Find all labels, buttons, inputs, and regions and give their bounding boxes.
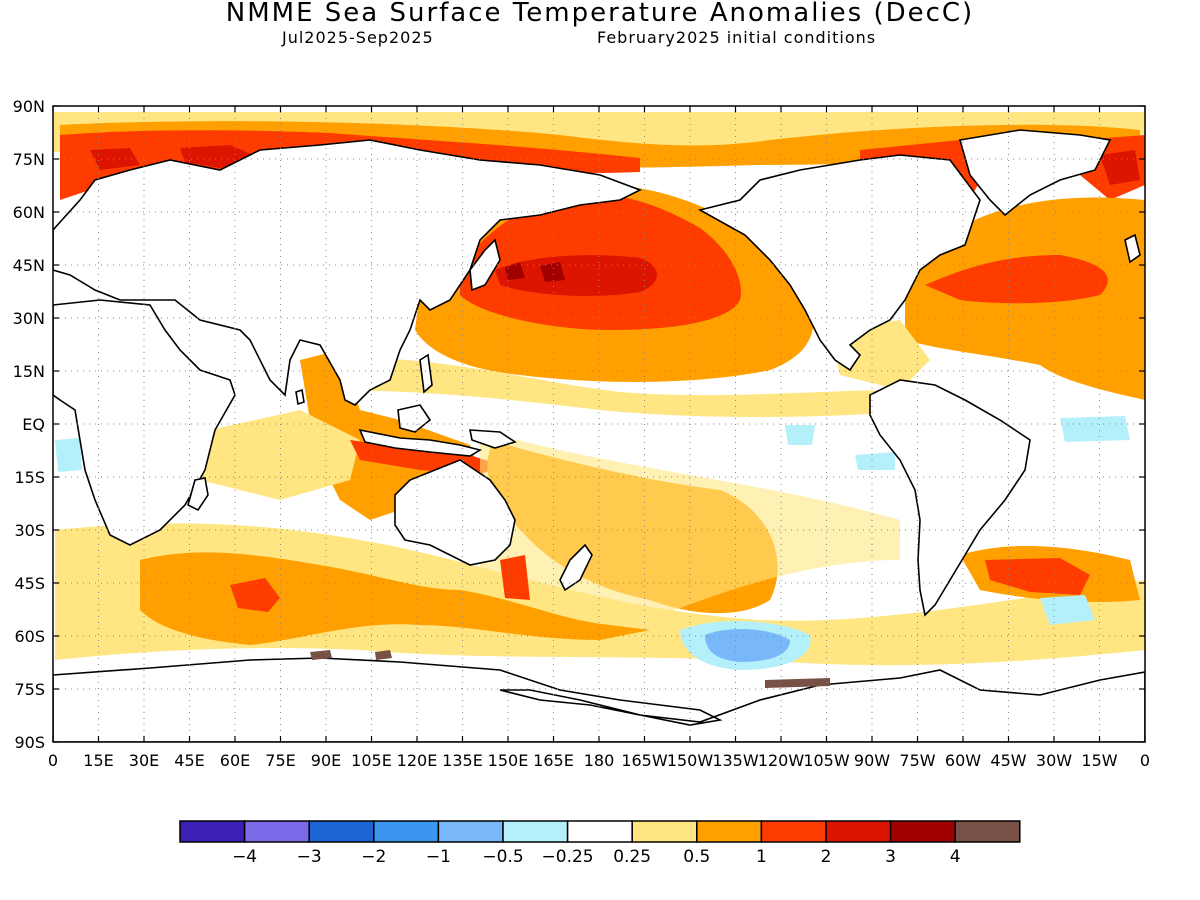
tasman-hot (500, 555, 530, 600)
lon-label: 15E (83, 751, 113, 770)
colorbar-label: 1 (756, 847, 767, 867)
colorbar-label: −2 (361, 847, 386, 867)
lon-label: 165W (621, 751, 668, 770)
lon-label: 30W (1036, 751, 1072, 770)
colorbar-labels: −4 −3 −2 −1 −0.5 −0.25 0.25 0.5 1 2 3 4 (232, 847, 961, 867)
colorbar-label: −4 (232, 847, 257, 867)
lon-label: 0 (1140, 751, 1150, 770)
lon-label: 45E (174, 751, 204, 770)
lon-label: 165E (533, 751, 574, 770)
latitude-axis: 90N 75N 60N 45N 30N 15N EQ 15S 30S 45S 60S 75S 90S (13, 97, 45, 752)
lon-label: 180 (584, 751, 615, 770)
lat-label: 60S (14, 627, 45, 646)
colorbar-swatch (761, 821, 826, 842)
colorbar-swatch (632, 821, 697, 842)
lon-label: 150E (488, 751, 529, 770)
lon-label: 90W (854, 751, 890, 770)
lon-label: 75W (899, 751, 935, 770)
lat-label: 45S (14, 574, 45, 593)
lat-label: 15N (13, 362, 45, 381)
lon-label: 120W (758, 751, 805, 770)
colorbar-swatch (245, 821, 310, 842)
colorbar-swatch (891, 821, 956, 842)
lat-label: 45N (13, 256, 45, 275)
sst-anomaly-map: 90N 75N 60N 45N 30N 15N EQ 15S 30S 45S 60S 75S 90S 0… (0, 0, 1200, 900)
lon-label: 105W (803, 751, 850, 770)
lon-label: 75E (265, 751, 295, 770)
lat-label: 90S (14, 733, 45, 752)
lon-label: 150W (667, 751, 714, 770)
lon-label: 90E (311, 751, 341, 770)
lat-label: 30S (14, 521, 45, 540)
sri-lanka (296, 390, 304, 404)
lon-label: 120E (397, 751, 438, 770)
lon-label: 135W (712, 751, 759, 770)
colorbar-swatch (568, 821, 633, 842)
colorbar-swatch (374, 821, 439, 842)
colorbar-label: −1 (426, 847, 451, 867)
colorbar-label: 0.5 (683, 847, 710, 867)
lon-label: 15W (1081, 751, 1117, 770)
colorbar-label: −0.5 (482, 847, 523, 867)
lat-label: EQ (22, 415, 45, 434)
lon-label: 135E (442, 751, 483, 770)
longitude-axis: 0 15E 30E 45E 60E 75E 90E 105E 120E 135E 150E 165E 1… (48, 751, 1150, 770)
lat-label: 90N (13, 97, 45, 116)
lat-label: 60N (13, 203, 45, 222)
colorbar-swatch (826, 821, 891, 842)
lon-label: 60E (220, 751, 250, 770)
colorbar (180, 821, 1020, 842)
lon-label: 60W (945, 751, 981, 770)
colorbar-swatch (697, 821, 762, 842)
colorbar-label: 3 (885, 847, 896, 867)
colorbar-swatch (180, 821, 245, 842)
lat-label: 75N (13, 150, 45, 169)
lon-label: 45W (990, 751, 1026, 770)
lon-label: 30E (129, 751, 159, 770)
lon-label: 105E (351, 751, 392, 770)
colorbar-swatch (955, 821, 1020, 842)
colorbar-label: 4 (950, 847, 961, 867)
colorbar-swatch (309, 821, 374, 842)
colorbar-label: 0.25 (613, 847, 651, 867)
colorbar-label: −0.25 (542, 847, 594, 867)
colorbar-swatch (503, 821, 568, 842)
colorbar-label: −3 (297, 847, 322, 867)
lat-label: 75S (14, 680, 45, 699)
equatorial-atlantic-cool (1060, 416, 1130, 442)
lat-label: 15S (14, 468, 45, 487)
angola-cool (55, 438, 82, 472)
lat-label: 30N (13, 309, 45, 328)
colorbar-label: 2 (821, 847, 832, 867)
lon-label: 0 (48, 751, 58, 770)
colorbar-swatch (438, 821, 503, 842)
